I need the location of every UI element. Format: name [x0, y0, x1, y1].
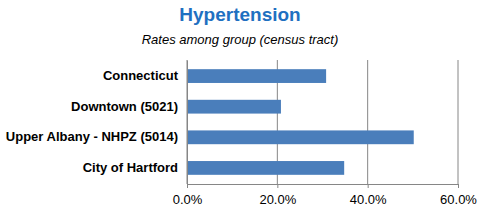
x-tick-label: 0.0%: [173, 192, 203, 207]
y-tick-label: Connecticut: [103, 68, 179, 83]
grid: [187, 60, 458, 184]
y-axis: Connecticut Downtown (5021) Upper Albany -…: [6, 61, 188, 185]
grid-line: [187, 60, 188, 184]
x-tick: 20.0%: [259, 184, 296, 207]
y-tick: Upper Albany - NHPZ (5014): [6, 129, 187, 144]
x-tick-mark: [277, 184, 278, 188]
x-tick-label: 40.0%: [350, 192, 387, 207]
bar: [187, 69, 326, 83]
x-tick-mark: [187, 184, 188, 188]
x-tick-label: 20.0%: [259, 192, 296, 207]
y-tick-label: Downtown (5021): [71, 99, 178, 114]
x-tick: 60.0%: [440, 184, 477, 207]
y-axis-line: [187, 61, 188, 185]
subtitle: Rates among group (census tract): [142, 32, 339, 47]
bars: [187, 69, 414, 175]
grid-line: [367, 60, 368, 184]
y-tick: City of Hartford: [83, 160, 187, 175]
y-tick-label: City of Hartford: [83, 160, 178, 175]
x-tick: 0.0%: [173, 184, 203, 207]
x-tick-label: 60.0%: [440, 192, 477, 207]
chart: Hypertension Rates among group (census tr…: [0, 0, 480, 218]
x-axis: 0.0% 20.0% 40.0% 60.0%: [173, 184, 478, 207]
y-tick: Downtown (5021): [71, 99, 187, 114]
y-tick: Connecticut: [103, 68, 187, 83]
plot: 0.0% 20.0% 40.0% 60.0% Connecticut Downtown (…: [6, 60, 478, 207]
x-tick: 40.0%: [350, 184, 387, 207]
x-axis-line: [188, 184, 459, 185]
x-tick-mark: [368, 184, 369, 188]
bar: [187, 100, 281, 114]
y-tick-label: Upper Albany - NHPZ (5014): [6, 129, 178, 144]
bar: [187, 130, 414, 144]
grid-line: [458, 60, 459, 184]
x-tick-mark: [458, 184, 459, 188]
title: Hypertension: [179, 4, 300, 25]
bar: [187, 161, 344, 175]
